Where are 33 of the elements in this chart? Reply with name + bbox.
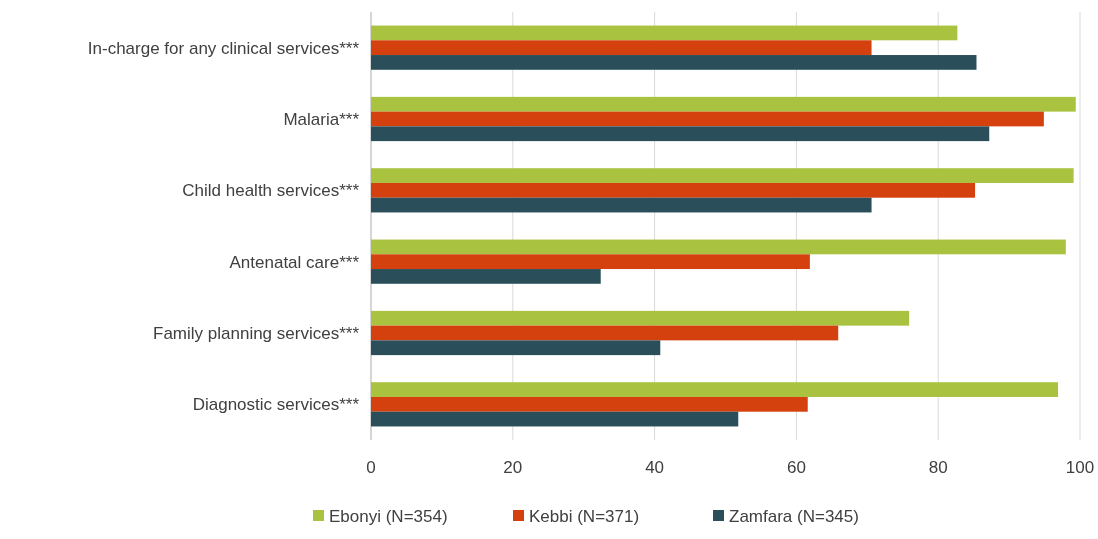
- bar: [371, 239, 1066, 255]
- legend-label: Zamfara (N=345): [729, 506, 859, 526]
- bar: [371, 126, 990, 142]
- legend-label: Kebbi (N=371): [529, 506, 640, 526]
- y-tick-label: In-charge for any clinical services***: [87, 38, 360, 58]
- x-tick-label: 20: [503, 458, 523, 477]
- x-tick-label: 80: [928, 458, 948, 477]
- y-tick-label: Malaria***: [283, 109, 360, 129]
- bar: [371, 55, 977, 70]
- bar: [371, 96, 1076, 112]
- x-tick-label: 100: [1065, 458, 1095, 477]
- legend-label: Ebonyi (N=354): [329, 506, 448, 526]
- y-tick-label: Diagnostic services***: [192, 395, 360, 415]
- bar: [371, 111, 1044, 127]
- y-tick-label: Family planning services***: [153, 323, 360, 343]
- bar: [371, 411, 739, 427]
- y-tick-label: Child health services***: [182, 181, 360, 201]
- bar: [371, 325, 839, 341]
- bar: [371, 40, 872, 56]
- bar: [371, 25, 958, 41]
- bar: [371, 269, 601, 284]
- bar: [371, 182, 976, 198]
- bar: [371, 340, 661, 356]
- y-tick-label: Antenatal care***: [229, 252, 360, 272]
- bar: [371, 310, 910, 326]
- bar: [371, 168, 1074, 183]
- bar: [371, 254, 810, 270]
- x-tick-label: 40: [645, 458, 665, 477]
- bar: [371, 197, 872, 213]
- x-tick-label: 0: [366, 458, 376, 477]
- bar: [371, 396, 808, 412]
- bar: [371, 382, 1059, 397]
- x-tick-label: 60: [786, 458, 806, 477]
